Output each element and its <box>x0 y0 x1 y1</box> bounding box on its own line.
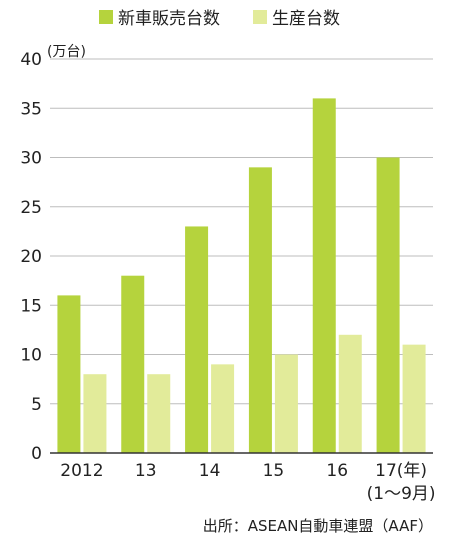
x-tick-label: 2012 <box>60 461 103 481</box>
y-tick-label: 20 <box>20 247 42 267</box>
x-tick-label: 13 <box>135 461 157 481</box>
y-axis-unit-label: (万台) <box>47 44 86 60</box>
y-tick-label: 5 <box>31 395 42 415</box>
bar-production-3 <box>274 354 298 453</box>
bar-new-car-sales-5 <box>376 157 400 453</box>
bar-production-5 <box>402 344 426 453</box>
y-tick-label: 35 <box>20 99 42 119</box>
legend-swatch-production <box>253 10 267 24</box>
x-tick-sublabel: (1～9月) <box>367 484 436 504</box>
bar-production-0 <box>83 374 107 453</box>
bar-new-car-sales-4 <box>312 98 336 454</box>
source-note: 出所：ASEAN自動車連盟（AAF） <box>203 517 433 535</box>
bar-new-car-sales-0 <box>57 295 81 453</box>
legend-label-production: 生産台数 <box>272 9 340 29</box>
bar-production-4 <box>338 334 362 453</box>
legend-label-new-car-sales: 新車販売台数 <box>118 9 220 29</box>
y-tick-label: 40 <box>20 50 42 70</box>
x-tick-label: 17(年) <box>375 461 427 481</box>
legend-swatch-new-car-sales <box>99 10 113 24</box>
bar-production-2 <box>211 364 235 453</box>
gridlines <box>50 58 433 405</box>
x-tick-label: 16 <box>326 461 348 481</box>
bar-production-1 <box>147 374 171 453</box>
y-tick-label: 15 <box>20 296 42 316</box>
y-tick-label: 10 <box>20 346 42 366</box>
x-tick-label: 15 <box>263 461 285 481</box>
y-tick-label: 25 <box>20 198 42 218</box>
bars <box>57 98 426 454</box>
legend: 新車販売台数 生産台数 <box>99 9 340 29</box>
x-tick-labels: 2012 13 14 15 16 17(年) (1～9月) <box>60 461 435 504</box>
x-tick-label: 14 <box>199 461 221 481</box>
bar-new-car-sales-1 <box>121 275 145 453</box>
bar-new-car-sales-2 <box>185 226 209 453</box>
y-tick-label: 0 <box>31 444 42 464</box>
bar-new-car-sales-3 <box>248 167 272 453</box>
y-tick-label: 30 <box>20 149 42 169</box>
y-tick-labels: 0 5 10 15 20 25 30 35 40 <box>20 50 42 464</box>
